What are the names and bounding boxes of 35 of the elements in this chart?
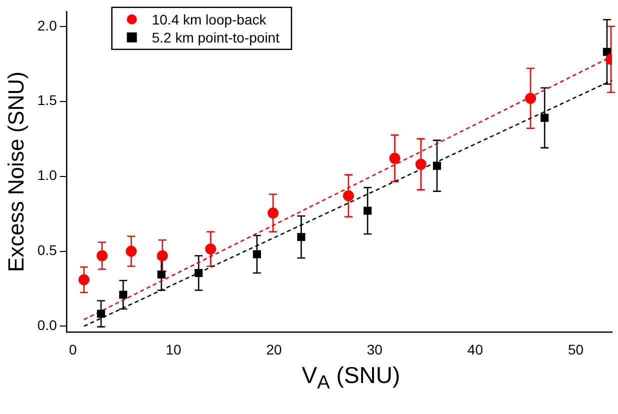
x-tick-label: 0	[69, 341, 77, 358]
x-tick-label: 20	[266, 341, 282, 358]
x-tick-label: 40	[467, 341, 484, 358]
point	[97, 310, 106, 318]
x-tick-label: 50	[568, 341, 584, 358]
point	[297, 232, 306, 242]
point	[540, 114, 549, 122]
point	[156, 250, 168, 262]
point	[157, 270, 166, 279]
point	[194, 268, 203, 278]
point	[126, 246, 137, 257]
point	[525, 92, 536, 104]
y-tick-label: 2.0	[37, 17, 58, 34]
legend-label: 5.2 km point-to-point	[152, 29, 280, 46]
point	[432, 162, 442, 170]
point	[268, 208, 279, 219]
point	[78, 274, 90, 286]
legend-label: 10.4 km loop-back	[152, 11, 268, 28]
point	[119, 290, 128, 299]
y-tick-label: 0.5	[37, 242, 58, 258]
point	[364, 206, 372, 215]
point	[415, 158, 426, 170]
x-axis-title: V$_{A}$ (SNU)	[300, 362, 402, 395]
point	[205, 244, 216, 254]
y-tick-label: 1.5	[37, 92, 58, 108]
y-tick-label: 1.0	[37, 167, 58, 184]
point	[602, 48, 612, 56]
x-tick-label: 30	[366, 341, 383, 358]
y-tick-label: 0.0	[37, 317, 58, 334]
point	[252, 250, 261, 258]
point	[96, 250, 108, 262]
x-tick-label: 10	[166, 341, 182, 358]
point	[342, 190, 354, 202]
point	[389, 152, 400, 164]
y-axis-title: Excess Noise (SNU)	[3, 72, 28, 272]
